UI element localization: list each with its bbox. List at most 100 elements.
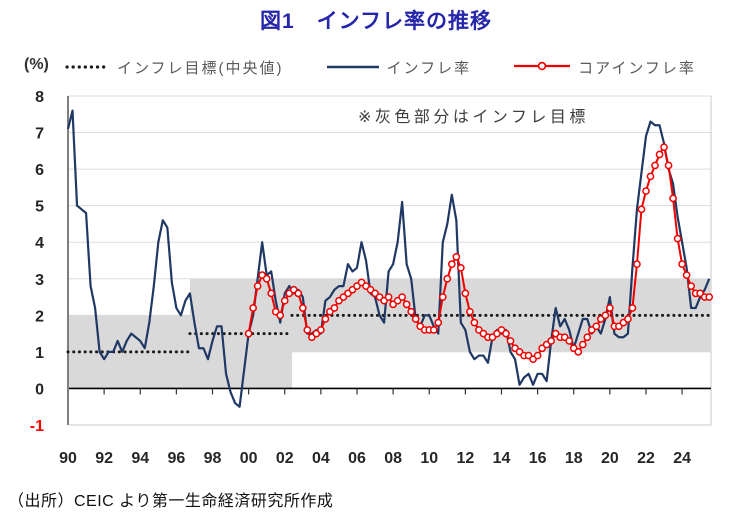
core-marker bbox=[443, 274, 452, 283]
core-marker bbox=[592, 322, 601, 331]
core-marker bbox=[244, 329, 253, 338]
core-marker bbox=[574, 348, 583, 356]
legend-label-target: インフレ目標(中央値) bbox=[117, 60, 284, 77]
legend-item-inflation: インフレ率 bbox=[326, 57, 472, 78]
x-tick-label: 10 bbox=[420, 450, 438, 467]
y-tick-label: 0 bbox=[35, 381, 44, 398]
core-marker bbox=[398, 293, 406, 301]
x-tick-label: 00 bbox=[240, 450, 258, 467]
core-marker bbox=[434, 318, 443, 327]
legend-item-target: インフレ目標(中央値) bbox=[64, 57, 284, 78]
core-marker bbox=[624, 315, 632, 323]
core-marker bbox=[606, 304, 614, 312]
core-marker bbox=[321, 315, 330, 323]
core-marker bbox=[651, 161, 659, 170]
core-marker bbox=[664, 161, 673, 170]
core-marker bbox=[330, 304, 339, 312]
x-tick-label: 06 bbox=[348, 450, 366, 467]
core-marker bbox=[642, 187, 650, 195]
y-tick-label: 6 bbox=[35, 162, 44, 179]
core-marker bbox=[633, 260, 641, 269]
core-marker bbox=[705, 293, 714, 301]
x-tick-label: 04 bbox=[312, 450, 330, 467]
x-tick-label: 98 bbox=[204, 450, 222, 467]
core-marker bbox=[502, 329, 510, 338]
y-tick-label: 3 bbox=[35, 272, 44, 289]
y-tick-label: 1 bbox=[35, 345, 44, 362]
core-marker bbox=[646, 172, 655, 181]
core-marker bbox=[669, 194, 677, 203]
core-marker bbox=[438, 293, 447, 301]
x-tick-label: 08 bbox=[384, 450, 402, 467]
core-marker bbox=[303, 326, 312, 334]
core-marker bbox=[547, 337, 556, 345]
core-marker bbox=[601, 311, 610, 320]
core-marker bbox=[678, 260, 686, 269]
y-tick-label: -1 bbox=[30, 418, 44, 435]
core-marker bbox=[506, 337, 515, 345]
core-marker bbox=[298, 304, 307, 312]
core-marker bbox=[253, 282, 262, 290]
core-marker bbox=[673, 234, 682, 243]
core-marker bbox=[470, 318, 479, 327]
core-marker bbox=[533, 351, 542, 360]
core-marker bbox=[461, 289, 470, 298]
core-marker bbox=[452, 252, 461, 261]
x-tick-label: 14 bbox=[493, 450, 511, 467]
y-tick-label: 8 bbox=[35, 89, 44, 106]
core-marker bbox=[628, 304, 637, 312]
legend-label-core: コアインフレ率 bbox=[578, 60, 696, 77]
figure-title: 図1 インフレ率の推移 bbox=[259, 10, 493, 33]
y-tick-label: 7 bbox=[35, 126, 44, 143]
core-marker bbox=[466, 307, 474, 316]
y-tick-label: 2 bbox=[35, 308, 44, 325]
core-marker bbox=[294, 289, 303, 298]
core-marker bbox=[655, 150, 664, 159]
core-marker bbox=[249, 304, 257, 312]
core-marker bbox=[384, 293, 393, 301]
core-marker bbox=[262, 274, 271, 283]
core-marker bbox=[660, 143, 668, 152]
core-marker bbox=[429, 326, 438, 334]
core-marker bbox=[267, 289, 276, 298]
x-tick-label: 16 bbox=[529, 450, 547, 467]
y-tick-label: 4 bbox=[35, 235, 44, 252]
core-marker bbox=[583, 333, 592, 342]
core-marker bbox=[637, 205, 646, 214]
core-marker bbox=[687, 282, 695, 290]
chart-legend: インフレ目標(中央値) インフレ率 コアインフレ率 bbox=[64, 57, 696, 78]
core-marker bbox=[565, 337, 574, 345]
legend-item-core: コアインフレ率 bbox=[513, 57, 696, 78]
dotted-line-swatch-icon bbox=[64, 59, 110, 77]
core-marker bbox=[578, 340, 587, 349]
core-marker bbox=[407, 307, 416, 316]
inflation-line-series bbox=[66, 109, 711, 408]
source-note: （出所）CEIC より第一生命経済研究所作成 bbox=[8, 493, 334, 510]
x-tick-label: 92 bbox=[95, 450, 113, 467]
x-tick-label: 02 bbox=[276, 450, 294, 467]
x-tick-label: 12 bbox=[456, 450, 474, 467]
core-marker bbox=[411, 315, 420, 323]
x-tick-label: 90 bbox=[59, 450, 77, 467]
core-marker bbox=[276, 311, 285, 320]
core-marker bbox=[280, 296, 289, 305]
x-tick-label: 94 bbox=[131, 450, 149, 467]
core-marker bbox=[402, 300, 411, 309]
core-marker bbox=[447, 260, 456, 269]
navy-line-swatch-icon bbox=[326, 59, 380, 77]
y-tick-label: 5 bbox=[35, 199, 44, 216]
x-tick-label: 22 bbox=[637, 450, 655, 467]
x-tick-label: 18 bbox=[565, 450, 583, 467]
core-marker bbox=[317, 326, 325, 334]
y-axis-unit-label: (%) bbox=[24, 56, 49, 73]
x-tick-label: 96 bbox=[167, 450, 185, 467]
core-marker bbox=[682, 271, 691, 279]
core-marker bbox=[456, 263, 465, 272]
x-tick-label: 24 bbox=[673, 450, 691, 467]
band-annotation: ※灰色部分はインフレ目標 bbox=[358, 109, 589, 126]
legend-label-inflation: インフレ率 bbox=[386, 60, 472, 77]
x-tick-label: 20 bbox=[601, 450, 619, 467]
red-circle-line-swatch-icon bbox=[513, 59, 571, 77]
